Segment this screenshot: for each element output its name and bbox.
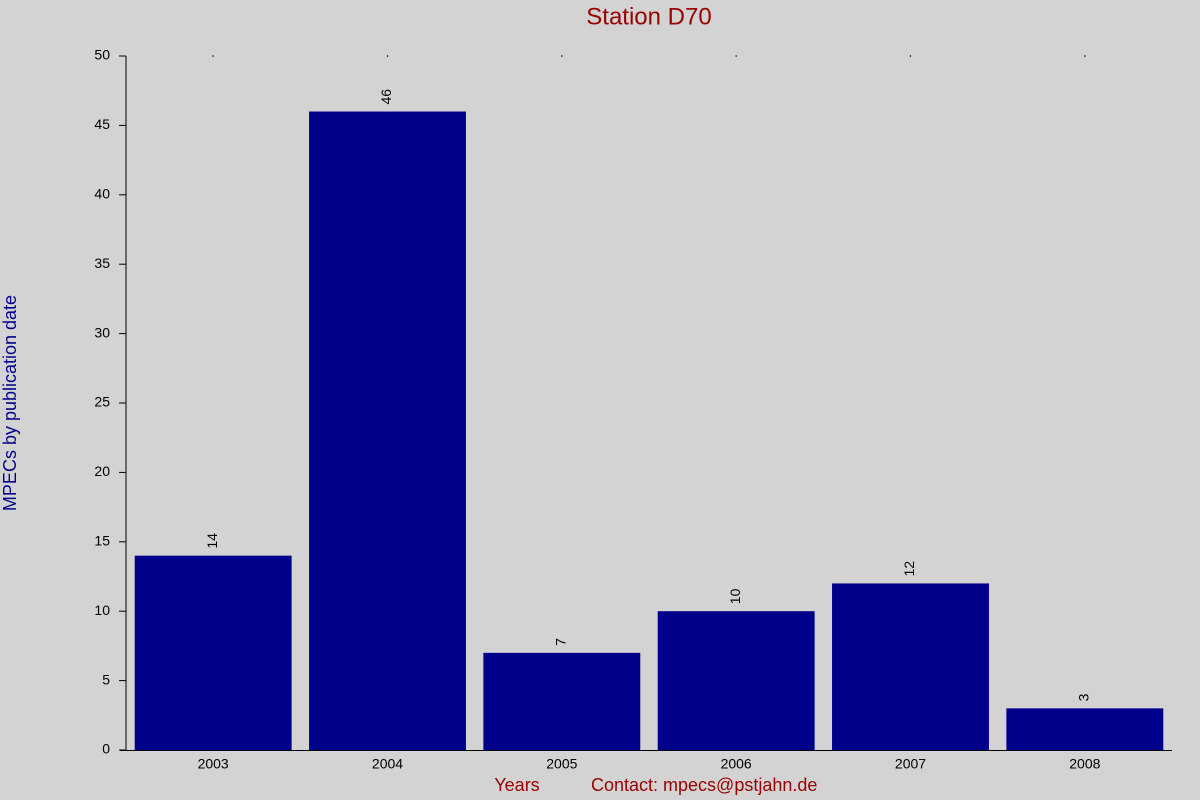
x-tick-label: 2004	[372, 756, 403, 772]
value-label: 3	[1076, 693, 1092, 701]
top-tick-dot	[1084, 55, 1086, 57]
y-tick-label: 20	[94, 463, 110, 479]
y-tick-label: 25	[94, 394, 110, 410]
x-tick-label: 2008	[1069, 756, 1100, 772]
x-tick-label: 2003	[198, 756, 229, 772]
chart-title: Station D70	[586, 3, 711, 30]
y-tick-label: 50	[94, 47, 110, 63]
bar	[483, 652, 641, 750]
value-label: 10	[727, 588, 743, 604]
value-label: 7	[553, 638, 569, 646]
y-tick-label: 45	[94, 116, 110, 132]
top-tick-dot	[561, 55, 563, 57]
y-tick-label: 30	[94, 324, 110, 340]
y-tick-label: 5	[102, 671, 110, 687]
y-tick-label: 15	[94, 533, 110, 549]
x-axis-label: Years	[494, 775, 539, 795]
y-tick-label: 35	[94, 255, 110, 271]
y-tick-label: 0	[102, 741, 110, 757]
y-tick-label: 40	[94, 186, 110, 202]
bar	[309, 111, 466, 750]
bar	[134, 555, 292, 750]
y-axis-label: MPECs by publication date	[0, 295, 20, 511]
top-tick-dot	[909, 55, 912, 57]
bar	[832, 583, 989, 750]
x-tick-label: 2005	[546, 756, 577, 772]
top-tick-dot	[386, 55, 389, 57]
bar	[1006, 708, 1164, 750]
value-label: 14	[204, 533, 220, 549]
contact-note: Contact: mpecs@pstjahn.de	[591, 775, 817, 795]
value-label: 12	[901, 561, 917, 577]
bar	[657, 611, 815, 750]
x-tick-label: 2007	[895, 756, 926, 772]
top-tick-dot	[212, 55, 214, 57]
value-label: 46	[378, 89, 394, 105]
x-tick-label: 2006	[721, 756, 752, 772]
top-tick-dot	[735, 55, 737, 57]
y-tick-label: 10	[94, 602, 110, 618]
